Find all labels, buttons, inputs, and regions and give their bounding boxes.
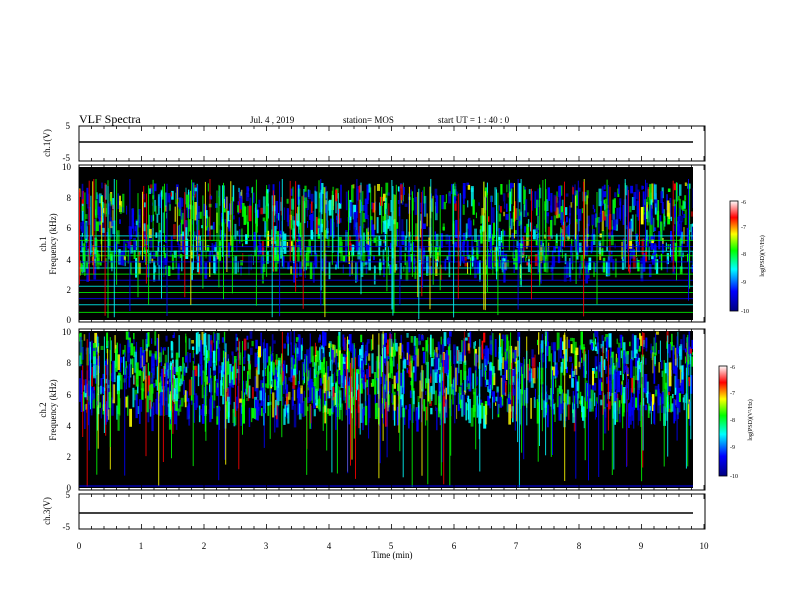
ch2-colorbar (718, 365, 728, 477)
ch1-voltage-ytick: -5 (63, 153, 71, 163)
ch1-freq-ytick: 0 (67, 315, 72, 325)
ch1-freq-ytick: 4 (67, 255, 72, 265)
time-xtick: 0 (77, 541, 82, 551)
ch2-ylabel-channel: ch.2 (38, 402, 48, 417)
ch2-colorbar-tick: -7 (730, 391, 735, 397)
time-xtick: 8 (577, 541, 582, 551)
time-xlabel: Time (min) (372, 550, 413, 560)
ch2-freq-ytick: 10 (62, 327, 72, 337)
time-xtick: 7 (514, 541, 519, 551)
ch3-voltage-panel: 5 -5 ch.3(V) (42, 490, 706, 532)
ch1-colorbar-tick: -8 (741, 252, 746, 258)
ch1-colorbar-label: log(PSD)(V²/Hz) (759, 235, 766, 276)
ch1-ylabel-channel: ch.1 (38, 236, 48, 251)
ch2-freq-ytick: 2 (67, 452, 72, 462)
time-xtick: 10 (700, 541, 710, 551)
ch1-ylabel-frequency: Frequency (kHz) (48, 213, 58, 274)
ch2-freq-ytick: 4 (67, 421, 72, 431)
ch2-colorbar-tick: -6 (730, 365, 735, 371)
ch1-colorbar-tick: -10 (741, 309, 749, 315)
ch2-freq-ytick: 8 (67, 358, 72, 368)
time-xtick: 3 (264, 541, 269, 551)
ch1-voltage-ylabel: ch.1(V) (42, 129, 52, 157)
ch2-freq-yticks: 0 2 4 6 8 10 (62, 327, 72, 493)
figure-title: VLF Spectra (79, 112, 141, 126)
ch3-voltage-ytick: -5 (63, 522, 71, 532)
time-xtick: 4 (327, 541, 332, 551)
panel-tick-marks (78, 126, 705, 529)
ch1-colorbar-tick: -9 (741, 280, 746, 286)
ch2-colorbar-tick: -9 (730, 445, 735, 451)
ch1-colorbar-tick: -6 (741, 200, 746, 206)
date-label: Jul. 4 , 2019 (250, 115, 295, 125)
ch1-colorbar (729, 200, 739, 312)
time-xtick: 5 (389, 541, 394, 551)
time-xtick: 6 (452, 541, 457, 551)
ch1-spectrogram-panel: 0 2 4 6 8 10 ch.1 Frequency (kHz) -6 -7 … (38, 162, 766, 325)
ch2-spectrogram-panel: 0 2 4 6 8 10 ch.2 Frequency (kHz) -6 -7 … (38, 327, 754, 493)
ch1-colorbar-tick: -7 (741, 225, 746, 231)
ch2-colorbar-label: log(PSD)(V²/Hz) (747, 399, 754, 440)
ch2-freq-ytick: 6 (67, 390, 72, 400)
ch1-freq-yticks: 0 2 4 6 8 10 (62, 162, 72, 325)
ch1-voltage-panel: 5 -5 ch.1(V) (42, 121, 706, 163)
time-xtick: 1 (139, 541, 144, 551)
ch1-freq-ytick: 10 (62, 162, 72, 172)
station-label: station= MOS (343, 115, 394, 125)
ch3-voltage-ytick: 5 (66, 490, 71, 500)
time-xtick: 9 (639, 541, 644, 551)
ch1-freq-ytick: 6 (67, 223, 72, 233)
ch2-colorbar-tick: -10 (730, 474, 738, 480)
time-xtick: 2 (202, 541, 207, 551)
ch1-freq-ytick: 2 (67, 285, 72, 295)
ch2-colorbar-tick: -8 (730, 418, 735, 424)
ch1-freq-ytick: 8 (67, 193, 72, 203)
ch2-freq-ytick: 0 (67, 483, 72, 493)
time-xaxis: 0 1 2 3 4 5 6 7 8 9 10 Time (min) (77, 541, 709, 560)
start-time-label: start UT = 1 : 40 : 0 (438, 115, 510, 125)
ch2-ylabel-frequency: Frequency (kHz) (48, 379, 58, 440)
ch3-voltage-ylabel: ch.3(V) (42, 497, 52, 525)
ch1-voltage-ytick: 5 (66, 121, 71, 131)
